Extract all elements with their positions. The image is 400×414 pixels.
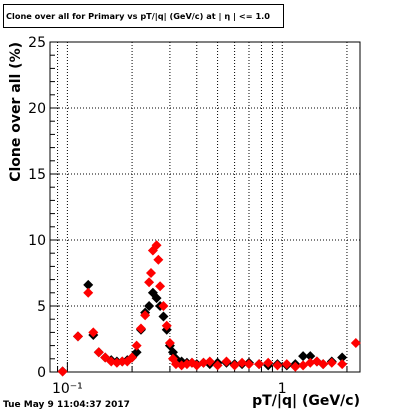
data-point	[146, 268, 157, 278]
data-point	[337, 359, 348, 370]
data-point	[144, 277, 155, 288]
data-point	[57, 366, 68, 377]
y-axis-label: Clone over all (%)	[8, 42, 24, 182]
data-point	[263, 357, 274, 368]
data-point	[272, 360, 283, 371]
data-point	[158, 311, 169, 322]
x-tick-label: 1	[278, 381, 287, 397]
data-point	[83, 287, 94, 298]
data-point	[337, 352, 348, 363]
data-point	[135, 323, 146, 334]
data-point	[318, 359, 329, 370]
data-point	[93, 347, 104, 358]
data-point	[164, 337, 175, 348]
data-point	[254, 359, 265, 370]
axis-ticks	[50, 41, 348, 373]
data-point	[305, 357, 316, 368]
data-point	[131, 340, 142, 351]
y-tick-label: 0	[37, 365, 46, 381]
data-point	[229, 360, 240, 371]
data-point	[117, 356, 128, 367]
data-point	[350, 337, 361, 348]
data-point	[127, 352, 138, 363]
data-point	[83, 279, 94, 290]
y-tick-label: 25	[28, 35, 46, 51]
data-point	[72, 331, 83, 342]
x-tick-labels: 10⁻¹ 1	[52, 381, 287, 397]
data-markers	[57, 240, 361, 377]
data-point	[151, 240, 162, 251]
data-point	[151, 293, 162, 304]
x-axis-label: pT/|q| (GeV/c)	[252, 393, 360, 409]
data-point	[88, 327, 99, 338]
y-tick-label: 10	[28, 233, 46, 249]
data-point	[122, 356, 133, 367]
timestamp: Tue May 9 11:04:37 2017	[3, 400, 130, 410]
data-point	[326, 357, 337, 368]
data-point	[243, 359, 254, 370]
data-point	[161, 320, 172, 331]
plot-frame	[49, 41, 361, 373]
x-tick-label: 10⁻¹	[52, 381, 83, 397]
data-point	[204, 356, 215, 367]
data-point	[153, 254, 164, 265]
grid-lines	[50, 42, 360, 372]
data-point	[237, 357, 248, 368]
data-point	[158, 301, 169, 311]
data-point	[298, 351, 309, 362]
data-point	[290, 361, 301, 372]
chart-title: Clone over all for Primary vs pT/|q| (Ge…	[3, 4, 284, 28]
data-point	[155, 281, 166, 292]
series-1	[57, 240, 361, 377]
y-tick-label: 15	[28, 167, 46, 183]
data-point	[305, 351, 316, 362]
y-tick-label: 5	[37, 299, 46, 315]
data-point	[281, 359, 292, 370]
data-point	[140, 310, 151, 321]
y-tick-labels: 0 5 10 15 20 25	[28, 35, 46, 381]
data-point	[144, 301, 155, 311]
data-point	[221, 356, 232, 367]
data-point	[212, 360, 223, 371]
y-tick-label: 20	[28, 101, 46, 117]
